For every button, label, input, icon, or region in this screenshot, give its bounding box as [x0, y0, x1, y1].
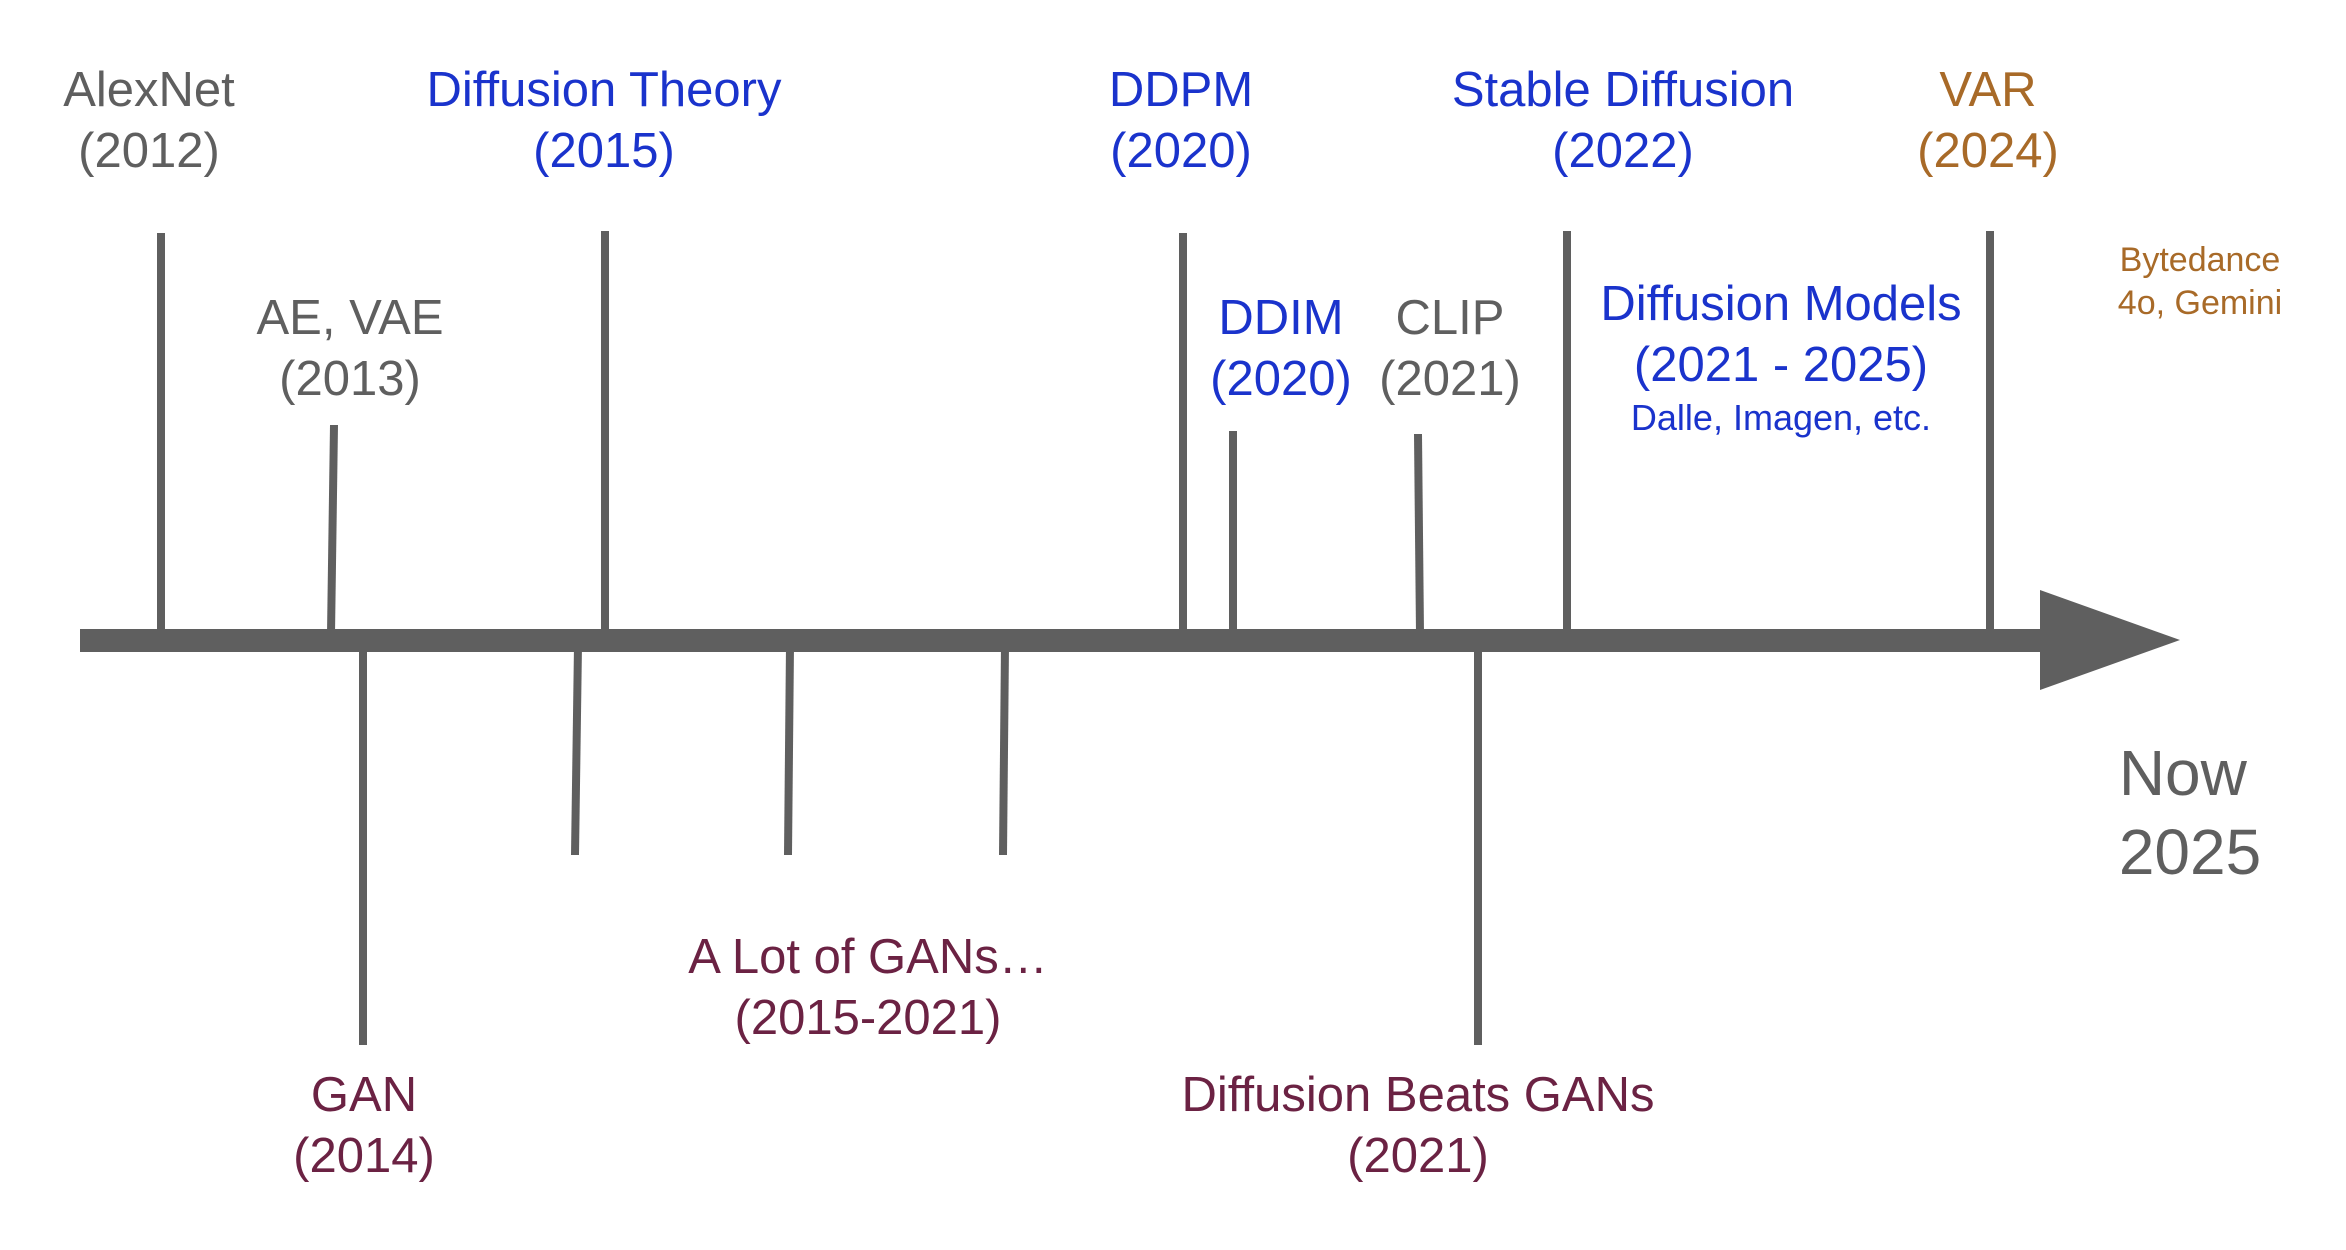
milestone-stable-diffusion: Stable Diffusion (2022) [1452, 60, 1794, 182]
milestone-year: (2015) [533, 124, 675, 178]
milestone-name: GAN [310, 1068, 418, 1122]
milestone-name: AE, VAE [256, 291, 444, 345]
now-year: 2025 [2118, 816, 2262, 888]
milestone-year: (2021) [1379, 352, 1521, 406]
milestone-name: DDIM [1218, 291, 1344, 345]
milestone-many-gans: A Lot of GANs… (2015-2021) [688, 927, 1048, 1049]
milestone-year: (2012) [78, 124, 220, 178]
tick-gans-2 [784, 644, 794, 856]
milestone-diffusion-beats-gans: Diffusion Beats GANs (2021) [1182, 1065, 1655, 1187]
var-companies-note: Bytedance 4o, Gemini [2118, 239, 2282, 325]
milestone-ddim: DDIM (2020) [1210, 288, 1352, 410]
milestone-gan: GAN (2014) [293, 1065, 435, 1187]
milestone-year: (2022) [1552, 124, 1694, 178]
milestone-year: (2020) [1110, 124, 1252, 178]
milestone-diffusion-theory: Diffusion Theory (2015) [427, 60, 782, 182]
now-label: Now [2118, 737, 2247, 809]
timeline-ticks [157, 231, 1994, 1045]
milestone-name: Stable Diffusion [1451, 63, 1795, 117]
milestone-name: Diffusion Beats GANs [1181, 1068, 1655, 1122]
milestone-year: (2020) [1210, 352, 1352, 406]
milestone-examples: Dalle, Imagen, etc. [1630, 397, 1932, 438]
milestone-ddpm: DDPM (2020) [1109, 60, 1253, 182]
milestone-ae-vae: AE, VAE (2013) [256, 288, 443, 410]
tick-gans-3 [999, 644, 1009, 856]
milestone-clip: CLIP (2021) [1379, 288, 1521, 410]
milestone-year: (2021 - 2025) [1633, 338, 1929, 392]
milestone-name: VAR [1939, 63, 2037, 117]
tick-clip [1414, 433, 1424, 635]
milestone-name: A Lot of GANs… [688, 930, 1048, 984]
milestone-year: (2024) [1917, 124, 2059, 178]
milestone-alexnet: AlexNet (2012) [63, 60, 235, 182]
milestone-name: Diffusion Models [1600, 277, 1962, 331]
milestone-year: (2014) [293, 1129, 435, 1183]
tick-gans-1 [571, 644, 582, 856]
milestone-name: DDPM [1108, 63, 1254, 117]
timeline-arrowhead [2040, 590, 2180, 690]
milestone-diffusion-models: Diffusion Models (2021 - 2025) Dalle, Im… [1600, 274, 1961, 440]
milestone-year: (2021) [1347, 1129, 1489, 1183]
company-line: Bytedance [2119, 241, 2281, 279]
timeline-axis [80, 629, 2050, 652]
milestone-name: CLIP [1395, 291, 1505, 345]
milestone-var: VAR (2024) [1917, 60, 2059, 182]
company-line: 4o, Gemini [2117, 284, 2283, 322]
milestone-year: (2015-2021) [734, 991, 1002, 1045]
milestone-name: Diffusion Theory [426, 63, 782, 117]
milestone-name: AlexNet [63, 63, 235, 117]
tick-ae-vae [327, 424, 338, 635]
now-marker: Now 2025 [2119, 734, 2261, 892]
milestone-year: (2013) [279, 352, 421, 406]
